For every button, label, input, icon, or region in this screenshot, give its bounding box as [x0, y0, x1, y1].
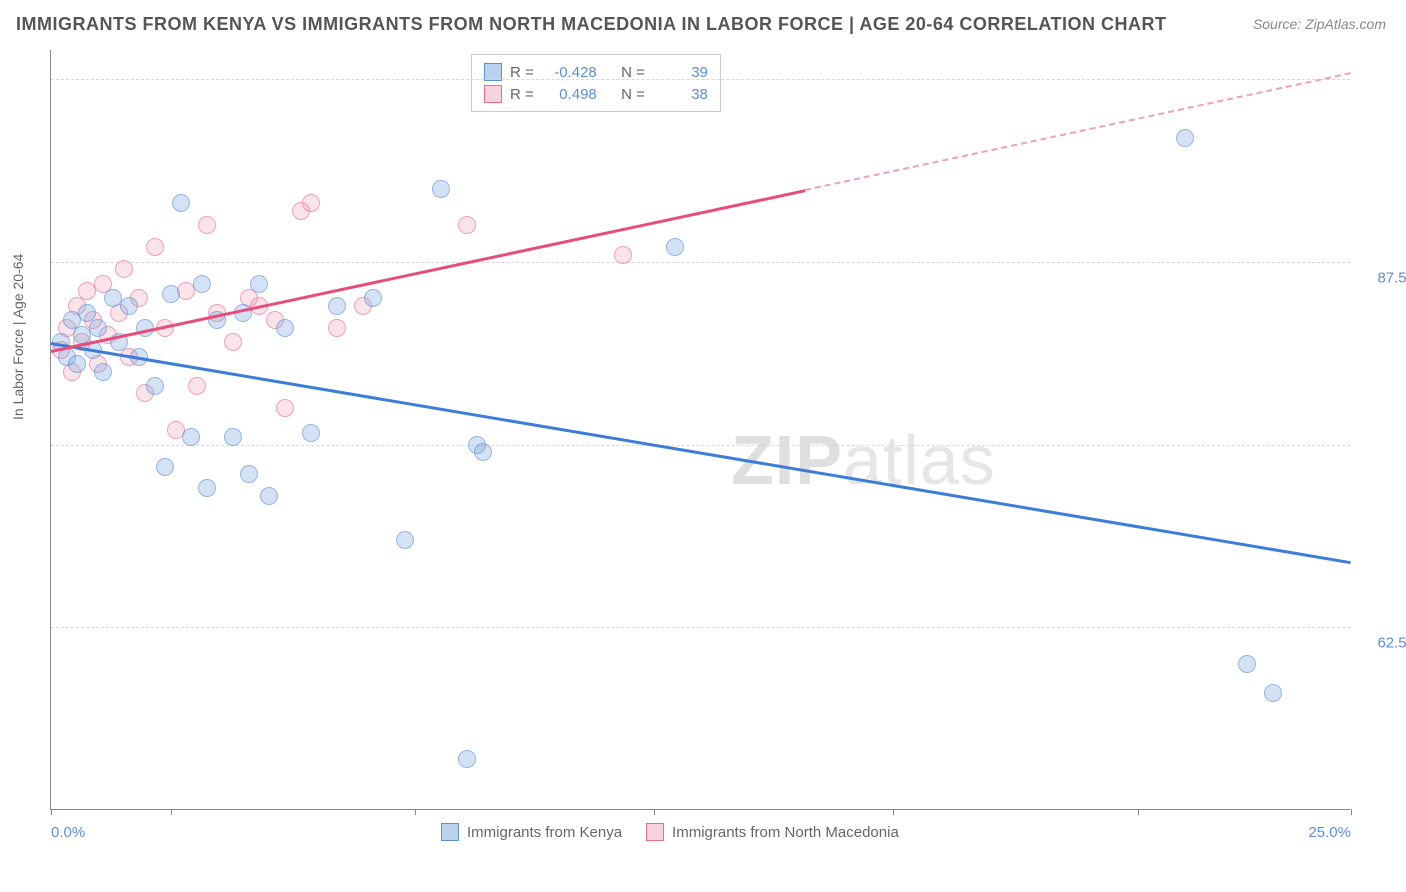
watermark-thin: atlas [843, 421, 996, 499]
x-tick [171, 809, 172, 815]
y-tick-label: 87.5% [1360, 269, 1406, 286]
data-point-kenya [120, 297, 138, 315]
swatch-pink-icon [646, 823, 664, 841]
watermark: ZIPatlas [731, 420, 996, 500]
y-axis-label: In Labor Force | Age 20-64 [10, 254, 26, 420]
legend-row-macedonia: R = 0.498 N = 38 [484, 83, 708, 105]
x-tick [1351, 809, 1352, 815]
data-point-macedonia [328, 319, 346, 337]
source-attribution: Source: ZipAtlas.com [1253, 16, 1386, 32]
data-point-kenya [68, 355, 86, 373]
data-point-kenya [250, 275, 268, 293]
r-value: 0.498 [542, 86, 597, 103]
data-point-kenya [302, 424, 320, 442]
gridline [51, 79, 1350, 80]
data-point-kenya [162, 285, 180, 303]
data-point-macedonia [276, 399, 294, 417]
data-point-kenya [1176, 129, 1194, 147]
data-point-kenya [474, 443, 492, 461]
data-point-kenya [666, 238, 684, 256]
data-point-kenya [182, 428, 200, 446]
data-point-macedonia [224, 333, 242, 351]
correlation-legend: R = -0.428 N = 39 R = 0.498 N = 38 [471, 54, 721, 112]
r-value: -0.428 [542, 64, 597, 81]
plot-area: ZIPatlas R = -0.428 N = 39 R = 0.498 N =… [50, 50, 1350, 810]
r-label: R = [510, 86, 534, 103]
data-point-kenya [193, 275, 211, 293]
legend-label: Immigrants from Kenya [467, 824, 622, 841]
gridline [51, 445, 1350, 446]
trendline-macedonia-extrapolated [805, 72, 1351, 191]
data-point-macedonia [188, 377, 206, 395]
chart-container: IMMIGRANTS FROM KENYA VS IMMIGRANTS FROM… [0, 0, 1406, 892]
data-point-kenya [224, 428, 242, 446]
data-point-kenya [364, 289, 382, 307]
data-point-kenya [172, 194, 190, 212]
data-point-kenya [198, 479, 216, 497]
data-point-macedonia [115, 260, 133, 278]
n-label: N = [621, 64, 645, 81]
data-point-kenya [146, 377, 164, 395]
data-point-macedonia [146, 238, 164, 256]
trendline-macedonia [51, 189, 806, 352]
data-point-kenya [396, 531, 414, 549]
r-label: R = [510, 64, 534, 81]
x-tick [893, 809, 894, 815]
data-point-kenya [328, 297, 346, 315]
x-tick-label: 25.0% [1308, 824, 1351, 841]
n-value: 38 [653, 86, 708, 103]
data-point-kenya [240, 465, 258, 483]
n-value: 39 [653, 64, 708, 81]
x-tick [654, 809, 655, 815]
x-tick-label: 0.0% [51, 824, 85, 841]
x-tick [1138, 809, 1139, 815]
legend-label: Immigrants from North Macedonia [672, 824, 899, 841]
data-point-kenya [432, 180, 450, 198]
gridline [51, 262, 1350, 263]
data-point-macedonia [302, 194, 320, 212]
legend-item-macedonia: Immigrants from North Macedonia [646, 823, 899, 841]
x-tick [415, 809, 416, 815]
data-point-kenya [260, 487, 278, 505]
data-point-kenya [458, 750, 476, 768]
data-point-kenya [1264, 684, 1282, 702]
data-point-macedonia [614, 246, 632, 264]
x-tick [51, 809, 52, 815]
chart-title: IMMIGRANTS FROM KENYA VS IMMIGRANTS FROM… [16, 14, 1167, 35]
y-tick-label: 62.5% [1360, 635, 1406, 652]
data-point-kenya [89, 319, 107, 337]
data-point-kenya [276, 319, 294, 337]
data-point-kenya [156, 458, 174, 476]
data-point-kenya [94, 363, 112, 381]
trendline-kenya [51, 342, 1351, 564]
data-point-kenya [1238, 655, 1256, 673]
data-point-macedonia [198, 216, 216, 234]
legend-item-kenya: Immigrants from Kenya [441, 823, 622, 841]
series-legend: Immigrants from Kenya Immigrants from No… [441, 823, 899, 841]
swatch-pink-icon [484, 85, 502, 103]
data-point-macedonia [458, 216, 476, 234]
gridline [51, 627, 1350, 628]
swatch-blue-icon [441, 823, 459, 841]
n-label: N = [621, 86, 645, 103]
